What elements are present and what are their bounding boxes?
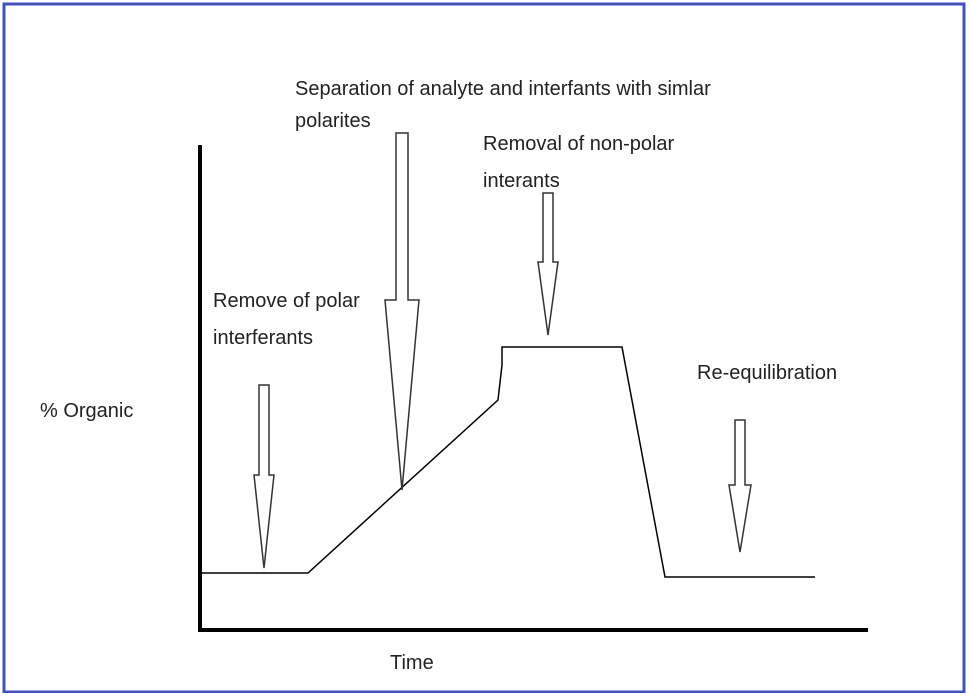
arrow (253, 384, 275, 569)
gradient-profile (200, 346, 815, 578)
y-axis-label: % Organic (40, 400, 133, 422)
annotation: Removal of non-polar (483, 133, 675, 155)
annotation: interants (483, 170, 560, 192)
annotation: polarites (295, 110, 371, 132)
x-axis-label: Time (390, 652, 434, 674)
annotation: Separation of analyte and interfants wit… (295, 78, 711, 100)
arrow (537, 192, 559, 336)
arrow (728, 419, 752, 553)
annotation: Re-equilibration (697, 362, 837, 384)
annotation: interferants (213, 327, 313, 349)
annotation: Remove of polar (213, 290, 360, 312)
arrow (384, 132, 420, 491)
